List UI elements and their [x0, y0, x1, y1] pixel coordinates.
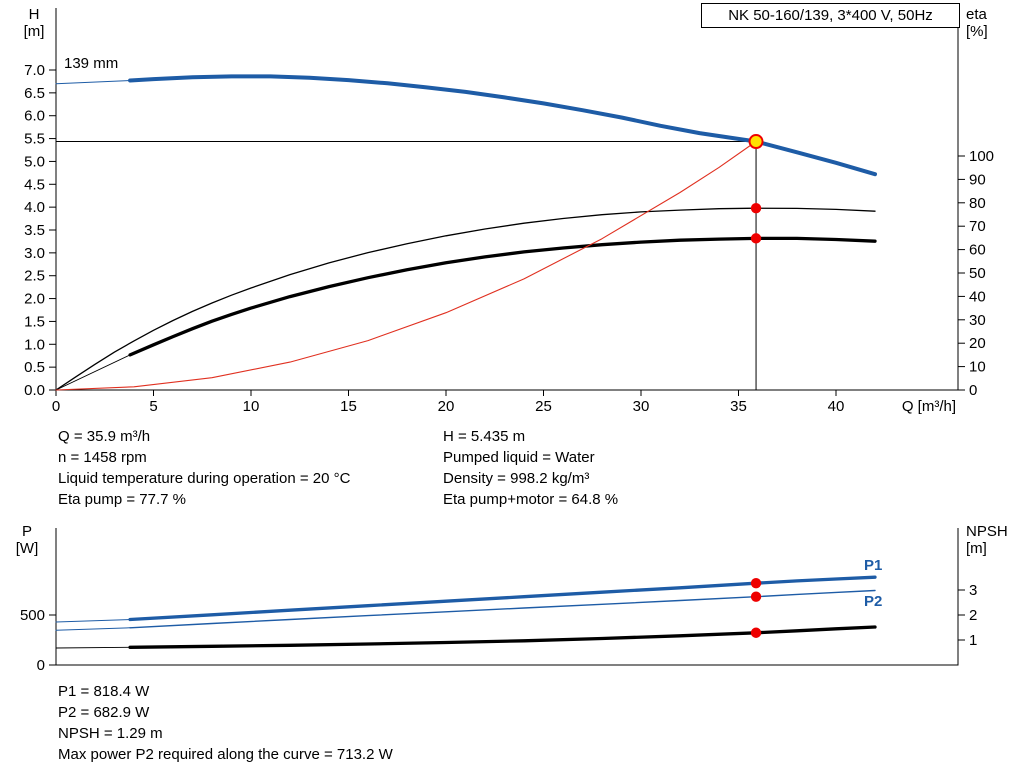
y-right-tick-label: 50: [969, 265, 986, 282]
y-right-tick-label: 90: [969, 171, 986, 188]
y-left-tick-label: 0.0: [24, 382, 45, 399]
npsh-axis-unit: [m]: [966, 540, 987, 557]
npsh-connector: [55, 646, 131, 649]
p2-curve: [129, 589, 876, 629]
y-left-tick-label: 3.0: [24, 245, 45, 262]
duty-point[interactable]: [748, 134, 764, 150]
p1-point: [750, 577, 762, 589]
y-right-tick-label: 100: [969, 148, 994, 165]
result-max-p2: Max power P2 required along the curve = …: [58, 746, 393, 763]
y-left-tick-label: 2.5: [24, 268, 45, 285]
p1-curve: [128, 575, 877, 622]
y-right-tick-label: 70: [969, 218, 986, 235]
npsh-point: [750, 627, 762, 638]
system-curve: [55, 140, 757, 391]
y-right-tick-label: 80: [969, 195, 986, 212]
y-left-tick-label: 0.5: [24, 359, 45, 376]
x-tick-label: 20: [438, 398, 455, 415]
q-axis-label: Q [m³/h]: [901, 398, 956, 415]
npsh-axis-symbol: NPSH: [966, 523, 1008, 540]
info-density: Density = 998.2 kg/m³: [443, 470, 590, 487]
eta-pump-curve: [55, 207, 876, 391]
p-axis-symbol: P: [21, 523, 32, 540]
qh-curve-connector: [55, 80, 131, 85]
p-axis-unit: [W]: [15, 540, 39, 557]
p2-point: [750, 591, 762, 602]
h-axis-symbol: H: [28, 6, 40, 23]
info-speed: n = 1458 rpm: [58, 449, 147, 466]
x-tick-label: 40: [828, 398, 845, 415]
y-right-tick-label: 2: [969, 607, 977, 624]
p1-curve-label: P1: [864, 557, 883, 574]
info-head: H = 5.435 m: [443, 428, 526, 445]
impeller-diameter-label: 139 mm: [64, 55, 119, 72]
chart-axes: [55, 528, 959, 666]
npsh-axis-title: NPSH [m]: [966, 523, 1018, 557]
y-right-tick-label: 0: [969, 382, 977, 399]
info-flow: Q = 35.9 m³/h: [58, 428, 151, 445]
eta-axis-symbol: eta: [966, 6, 987, 23]
y-right-tick-label: 30: [969, 312, 986, 329]
y-left-tick-label: 0: [37, 657, 45, 674]
y-left-tick-label: 1.0: [24, 336, 45, 353]
chart-axes: [55, 8, 959, 391]
y-left-tick-label: 4.0: [24, 199, 45, 216]
y-left-tick-label: 4.5: [24, 176, 45, 193]
y-left-tick-label: 6.5: [24, 85, 45, 102]
eta-axis-unit: [%]: [966, 23, 988, 40]
y-left-tick-label: 7.0: [24, 62, 45, 79]
h-axis-title: H [m]: [21, 6, 47, 40]
info-pumped-liquid: Pumped liquid = Water: [443, 449, 595, 466]
y-left-tick-label: 6.0: [24, 108, 45, 125]
x-tick-label: 5: [149, 398, 157, 415]
p2-connector: [55, 627, 131, 631]
eta-pump-motor-curve: [128, 236, 877, 357]
x-tick-label: 15: [340, 398, 357, 415]
y-right-tick-label: 40: [969, 288, 986, 305]
eta-pump-point: [750, 202, 762, 214]
info-liquid-temperature: Liquid temperature during operation = 20…: [58, 470, 351, 487]
y-left-tick-label: 1.5: [24, 313, 45, 330]
npsh-curve: [128, 625, 877, 649]
x-tick-label: 25: [535, 398, 552, 415]
eta-axis-title: eta [%]: [966, 6, 1006, 40]
y-right-tick-label: 3: [969, 582, 977, 599]
eta-pump-motor-point: [750, 233, 762, 244]
y-right-tick-label: 20: [969, 335, 986, 352]
y-left-tick-label: 5.0: [24, 153, 45, 170]
p1-connector: [55, 619, 131, 623]
info-eta-pump-motor: Eta pump+motor = 64.8 %: [443, 491, 619, 508]
eta-pump-motor-connector: [55, 354, 131, 391]
x-tick-label: 10: [243, 398, 260, 415]
result-p2: P2 = 682.9 W: [58, 704, 150, 721]
y-right-tick-label: 60: [969, 242, 986, 259]
p-axis-title: P [W]: [7, 523, 47, 557]
x-tick-label: 0: [52, 398, 60, 415]
qh-curve-139mm: [128, 74, 877, 177]
y-left-tick-label: 3.5: [24, 222, 45, 239]
y-right-tick-label: 1: [969, 632, 977, 649]
h-axis-unit: [m]: [23, 23, 45, 40]
pump-model-box: NK 50-160/139, 3*400 V, 50Hz: [701, 3, 960, 28]
p2-curve-label: P2: [864, 593, 883, 610]
x-tick-label: 35: [730, 398, 747, 415]
y-left-tick-label: 5.5: [24, 131, 45, 148]
y-left-tick-label: 2.0: [24, 291, 45, 308]
result-p1: P1 = 818.4 W: [58, 683, 150, 700]
info-eta-pump: Eta pump = 77.7 %: [58, 491, 186, 508]
results-block: P1 = 818.4 W P2 = 682.9 W NPSH = 1.29 m …: [58, 681, 393, 765]
operating-data-right: H = 5.435 m Pumped liquid = Water Densit…: [443, 426, 618, 510]
result-npsh: NPSH = 1.29 m: [58, 725, 163, 742]
y-right-tick-label: 10: [969, 359, 986, 376]
x-tick-label: 30: [633, 398, 650, 415]
y-left-tick-label: 500: [20, 607, 45, 624]
operating-data-left: Q = 35.9 m³/h n = 1458 rpm Liquid temper…: [58, 426, 350, 510]
